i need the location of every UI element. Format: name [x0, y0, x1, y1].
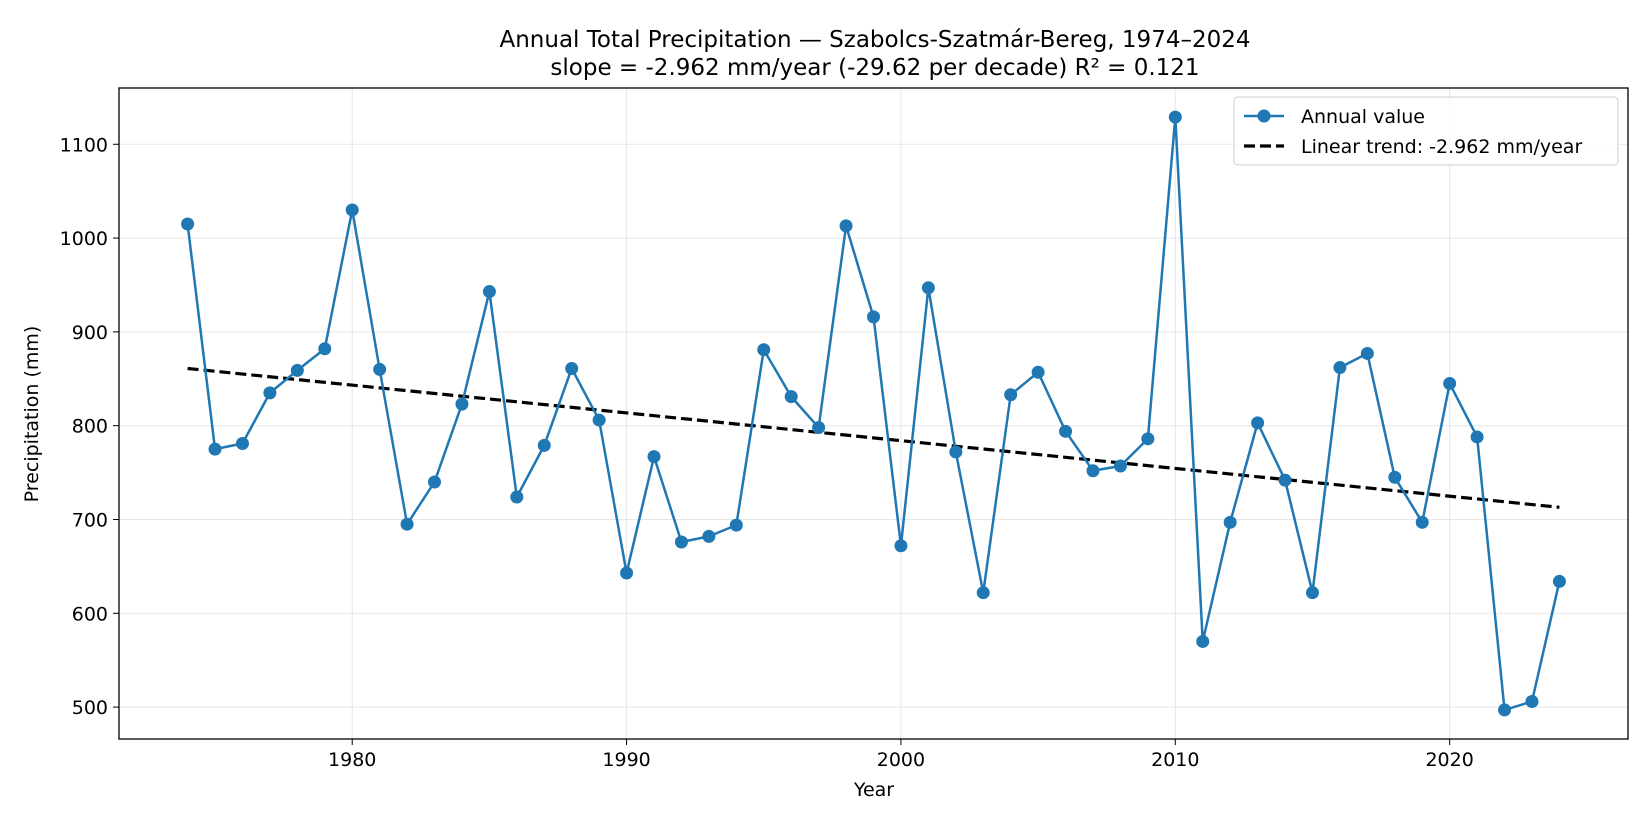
data-point: [1525, 694, 1539, 708]
data-point: [1251, 416, 1265, 430]
data-point: [1552, 574, 1566, 588]
chart-subtitle: slope = -2.962 mm/year (-29.62 per decad…: [550, 55, 1199, 81]
x-tick-label: 2000: [877, 749, 925, 771]
legend: Annual value Linear trend: -2.962 mm/yea…: [1233, 96, 1619, 166]
data-point: [428, 475, 442, 489]
data-point: [1278, 473, 1292, 487]
data-point: [373, 362, 387, 376]
trend-line-layer: [187, 366, 1560, 509]
y-tick-label: 500: [72, 697, 108, 719]
data-point: [482, 285, 496, 299]
data-point: [1168, 110, 1182, 124]
y-tick-label: 1100: [60, 134, 108, 156]
annual-series-line: [186, 115, 1561, 712]
data-point: [455, 397, 469, 411]
data-point: [1470, 430, 1484, 444]
data-point: [1333, 361, 1347, 375]
data-point: [1196, 634, 1210, 648]
data-point: [1443, 376, 1457, 390]
data-point: [1223, 515, 1237, 529]
series-layer: [181, 110, 1566, 717]
data-point: [729, 518, 743, 532]
axis-ticks: 1980 1990 2000 2010 2020 500 600 700 800 900 1000 1…: [60, 134, 1474, 771]
data-point: [290, 363, 304, 377]
data-point: [647, 450, 661, 464]
data-point: [208, 442, 222, 456]
data-point: [1498, 703, 1512, 717]
data-point: [400, 517, 414, 531]
data-point: [784, 390, 798, 404]
data-point: [1388, 470, 1402, 484]
data-point: [1360, 346, 1374, 360]
data-point: [345, 203, 359, 217]
x-tick-label: 2010: [1151, 749, 1199, 771]
y-tick-label: 900: [72, 322, 108, 344]
x-axis-label: Year: [853, 779, 894, 801]
data-point: [565, 361, 579, 375]
data-point: [537, 438, 551, 452]
data-point: [757, 343, 771, 357]
y-tick-label: 600: [72, 603, 108, 625]
x-tick-label: 1990: [602, 749, 650, 771]
y-tick-label: 700: [72, 509, 108, 531]
data-point: [620, 566, 634, 580]
data-point: [949, 445, 963, 459]
legend-label-annual: Annual value: [1301, 106, 1425, 128]
x-tick-label: 2020: [1425, 749, 1473, 771]
x-tick-label: 1980: [328, 749, 376, 771]
data-point: [235, 437, 249, 451]
data-point: [1415, 515, 1429, 529]
data-point: [1086, 464, 1100, 478]
grid: [119, 88, 1628, 739]
data-point: [263, 386, 277, 400]
data-point: [1141, 432, 1155, 446]
data-point: [1004, 388, 1018, 402]
plot-frame: [118, 87, 1629, 740]
data-point: [839, 219, 853, 233]
data-point: [1305, 586, 1319, 600]
data-point: [894, 539, 908, 553]
data-point: [1059, 424, 1073, 438]
data-point: [592, 413, 606, 427]
data-point: [1031, 365, 1045, 379]
data-point: [702, 529, 716, 543]
data-point: [510, 490, 524, 504]
legend-series-marker: [1257, 109, 1271, 123]
data-point: [976, 586, 990, 600]
data-point: [1113, 459, 1127, 473]
data-point: [318, 342, 332, 356]
chart-title: Annual Total Precipitation — Szabolcs-Sz…: [500, 27, 1251, 53]
legend-box: [1233, 96, 1619, 166]
data-point: [181, 217, 195, 231]
y-tick-label: 800: [72, 416, 108, 438]
data-point: [674, 535, 688, 549]
y-tick-label: 1000: [60, 228, 108, 250]
trend-line: [187, 366, 1560, 509]
legend-label-trend: Linear trend: -2.962 mm/year: [1301, 136, 1582, 158]
y-axis-label: Precipitation (mm): [21, 326, 43, 503]
data-point: [921, 281, 935, 295]
data-point: [812, 421, 826, 435]
data-point: [867, 310, 880, 324]
